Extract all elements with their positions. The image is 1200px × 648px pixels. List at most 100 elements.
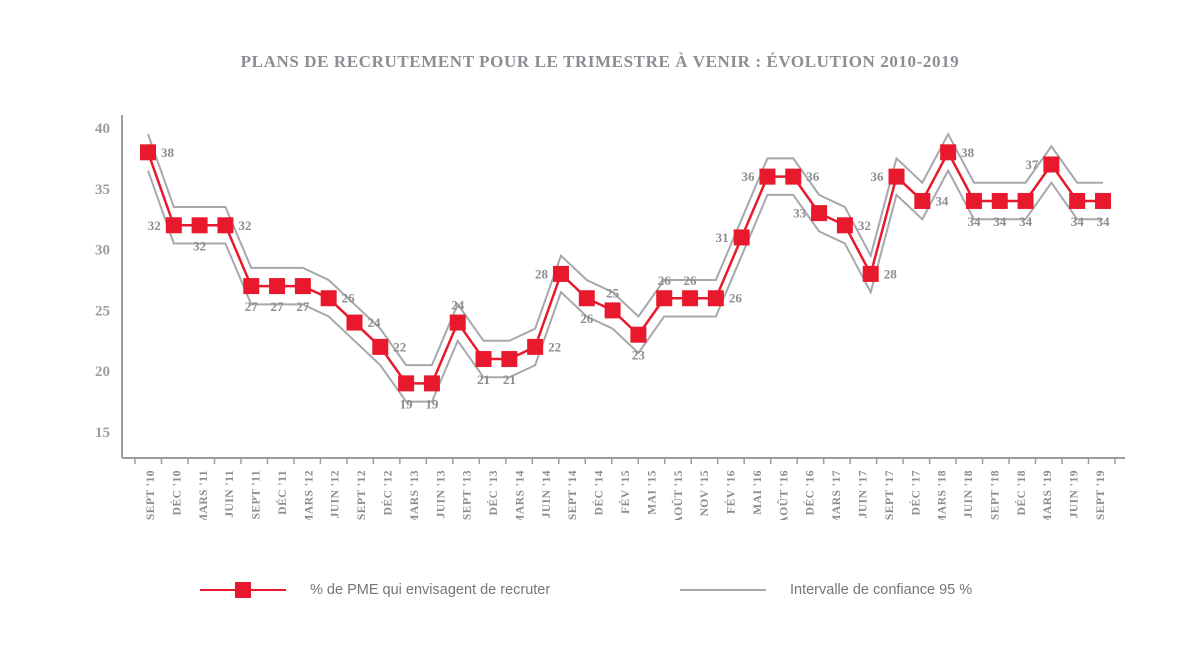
data-point-label: 26 xyxy=(729,291,743,306)
data-point-marker xyxy=(604,302,621,319)
y-axis-tick-label: 25 xyxy=(95,303,110,319)
data-point-marker xyxy=(1069,192,1086,209)
data-point-marker xyxy=(217,217,234,234)
data-point-label: 27 xyxy=(245,299,259,314)
x-axis-label: JUIN '17 xyxy=(858,470,870,518)
data-point-marker xyxy=(991,192,1008,209)
data-point-label: 37 xyxy=(1025,157,1039,172)
legend-red-line-swatch xyxy=(200,582,286,598)
x-axis-label: MARS '12 xyxy=(303,470,315,520)
data-point-label: 26 xyxy=(580,311,594,326)
x-axis-label: MARS '18 xyxy=(937,470,949,520)
y-axis-tick-label: 35 xyxy=(95,182,110,198)
data-point-marker xyxy=(785,168,802,185)
x-axis-label: MARS '14 xyxy=(514,470,526,520)
legend-label-pme: % de PME qui envisagent de recruter xyxy=(310,582,551,598)
data-point-label: 32 xyxy=(238,218,251,233)
data-point-marker xyxy=(475,351,492,368)
legend-item-confidence-interval: Intervalle de confiance 95 % xyxy=(680,578,972,602)
data-point-label: 19 xyxy=(400,396,414,411)
data-point-marker xyxy=(346,314,363,331)
data-point-label: 21 xyxy=(477,372,490,387)
x-axis-label: SEPT '12 xyxy=(356,470,368,520)
x-axis-label: JUIN '13 xyxy=(435,470,447,518)
data-point-marker xyxy=(1017,192,1034,209)
x-axis-label: DÉC '14 xyxy=(592,470,606,515)
data-point-marker xyxy=(372,338,389,355)
data-point-label: 23 xyxy=(632,348,646,363)
data-point-marker xyxy=(501,351,518,368)
data-point-marker xyxy=(243,278,260,295)
data-point-marker xyxy=(914,192,931,209)
data-point-marker xyxy=(527,338,544,355)
data-point-label: 27 xyxy=(296,299,310,314)
data-point-label: 28 xyxy=(535,266,549,281)
data-point-label: 25 xyxy=(606,285,620,300)
x-axis-label: SEPT '18 xyxy=(989,470,1001,520)
data-point-label: 32 xyxy=(193,238,206,253)
x-axis-label: MARS '19 xyxy=(1042,470,1054,520)
data-point-label: 32 xyxy=(858,218,871,233)
data-point-label: 34 xyxy=(1019,214,1033,229)
x-axis-label: MAI '16 xyxy=(752,470,764,515)
data-point-marker xyxy=(423,375,440,392)
y-axis-tick-label: 20 xyxy=(95,364,110,380)
x-axis-label: JUIN '18 xyxy=(963,470,975,518)
data-point-label: 38 xyxy=(161,145,175,160)
legend-label-confidence: Intervalle de confiance 95 % xyxy=(790,582,973,598)
data-point-label: 31 xyxy=(716,230,729,245)
y-axis-tick-label: 30 xyxy=(95,243,110,259)
x-axis-label: JUIN '12 xyxy=(330,470,342,518)
x-axis-label: DÉC '11 xyxy=(275,470,289,515)
data-point-marker xyxy=(165,217,182,234)
x-axis-label: DÉC '12 xyxy=(381,470,395,515)
y-axis-tick-label: 40 xyxy=(95,121,110,137)
legend-red-square-marker-icon xyxy=(235,582,251,598)
x-axis-label: JUIN '11 xyxy=(224,470,236,518)
data-point-label: 26 xyxy=(342,291,356,306)
data-point-label: 36 xyxy=(806,169,820,184)
data-point-marker xyxy=(191,217,208,234)
x-axis-label: JUIN '14 xyxy=(541,470,553,518)
x-axis-label: SEPT '14 xyxy=(567,470,579,520)
x-axis-label: AOÛT '16 xyxy=(776,470,790,520)
x-axis-label: FÉV '16 xyxy=(724,470,738,514)
x-axis-label: SEPT '11 xyxy=(251,470,263,520)
data-point-marker xyxy=(656,290,673,307)
data-point-label: 27 xyxy=(271,299,285,314)
data-point-label: 34 xyxy=(993,214,1007,229)
x-axis-label: DÉC '17 xyxy=(908,470,922,515)
data-point-label: 32 xyxy=(148,218,161,233)
x-axis-label: SEPT '10 xyxy=(145,470,157,520)
x-axis-label: SEPT '13 xyxy=(462,470,474,520)
data-point-label: 26 xyxy=(658,273,672,288)
data-point-label: 22 xyxy=(548,339,561,354)
x-axis-label: JUIN '19 xyxy=(1069,470,1081,518)
y-axis-tick-label: 15 xyxy=(95,425,110,441)
x-axis-label: SEPT '19 xyxy=(1095,470,1107,520)
data-point-label: 24 xyxy=(451,298,465,313)
x-axis-label: MARS '17 xyxy=(831,470,843,520)
data-point-marker xyxy=(269,278,286,295)
data-point-marker xyxy=(836,217,853,234)
data-point-marker xyxy=(759,168,776,185)
data-point-marker xyxy=(965,192,982,209)
data-point-marker xyxy=(888,168,905,185)
x-axis-label: DÉC '18 xyxy=(1014,470,1028,515)
data-point-marker xyxy=(707,290,724,307)
x-axis-label: AOÛT '15 xyxy=(671,470,685,520)
data-point-label: 19 xyxy=(425,396,439,411)
confidence-interval-upper-line xyxy=(147,131,1103,367)
data-point-marker xyxy=(449,314,466,331)
data-point-label: 36 xyxy=(871,169,885,184)
data-point-label: 33 xyxy=(793,206,807,221)
data-point-marker xyxy=(1095,192,1111,209)
data-point-label: 22 xyxy=(393,339,406,354)
x-axis-label: NOV '15 xyxy=(699,470,711,516)
data-point-marker xyxy=(578,290,595,307)
data-point-marker xyxy=(552,265,569,282)
confidence-interval-lower-line xyxy=(147,168,1103,403)
x-axis-label: FÉV '15 xyxy=(618,470,632,514)
data-point-label: 34 xyxy=(967,214,981,229)
data-point-label: 26 xyxy=(684,273,698,288)
